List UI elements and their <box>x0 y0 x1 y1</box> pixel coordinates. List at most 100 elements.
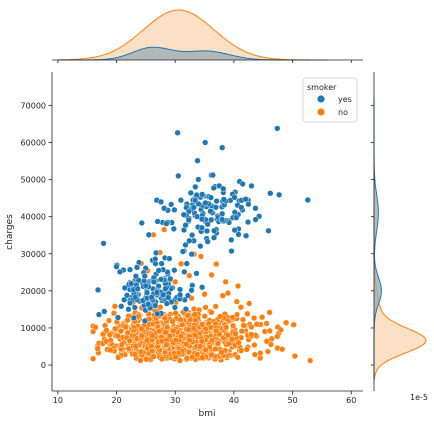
scatter-point-yes <box>199 191 206 198</box>
scatter-point-yes <box>158 260 165 267</box>
y-tick-label: 30000 <box>21 250 46 259</box>
scatter-point-yes <box>220 185 227 192</box>
scatter-point-no <box>258 314 266 321</box>
scatter-point-yes <box>170 225 177 233</box>
scatter-point-yes <box>118 303 125 310</box>
scatter-point-no <box>257 349 264 357</box>
scatter-point-yes <box>204 221 211 228</box>
scatter-point-yes <box>165 294 172 301</box>
scatter-point-no <box>224 289 232 297</box>
scatter-point-no <box>212 345 219 353</box>
x-tick-label: 10 <box>53 396 63 405</box>
scatter-point-yes <box>184 292 192 299</box>
scatter-point-no <box>150 353 157 360</box>
scatter-point-yes <box>125 306 132 313</box>
scatter-point-no <box>216 313 224 320</box>
scatter-point-yes <box>145 301 152 308</box>
scatter-point-no <box>222 278 229 286</box>
scatter-point-yes <box>231 209 238 216</box>
scatter-point-no <box>183 355 190 362</box>
scatter-point-yes <box>152 255 159 263</box>
scatter-point-no <box>89 355 97 362</box>
scatter-point-no <box>115 354 122 361</box>
legend-frame <box>302 77 358 123</box>
scatter-point-yes <box>160 291 167 298</box>
scatter-point-no <box>202 304 209 311</box>
scatter-point-yes <box>148 294 155 301</box>
scatter-point-no <box>183 341 190 348</box>
scatter-point-no <box>214 340 222 347</box>
marginal-x-kde <box>52 9 363 63</box>
scatter-point-yes <box>274 125 281 132</box>
marginal-y-area-yes <box>374 98 382 380</box>
scatter-point-no <box>233 298 240 305</box>
scatter-point-yes <box>231 226 238 234</box>
scatter-point-no <box>251 341 258 349</box>
scatter-point-no <box>219 292 226 299</box>
scatter-point-no <box>191 311 198 318</box>
scatter-point-yes <box>131 304 138 311</box>
scatter-point-no <box>266 327 273 335</box>
marginal-offset-text: 1e-5 <box>410 393 428 402</box>
scatter-point-no <box>194 351 201 358</box>
scatter-point-no <box>163 341 170 348</box>
scatter-point-yes <box>94 286 102 294</box>
scatter-point-no <box>291 352 299 360</box>
scatter-point-yes <box>193 191 200 199</box>
scatter-point-yes <box>171 304 179 311</box>
scatter-point-yes <box>113 263 120 270</box>
scatter-point-no <box>132 342 139 350</box>
scatter-point-no <box>208 337 216 344</box>
scatter-point-yes <box>202 199 209 207</box>
scatter-point-no <box>208 351 215 358</box>
scatter-point-yes <box>121 296 128 303</box>
scatter-point-yes <box>160 205 168 212</box>
marginal-x-area-no <box>57 10 328 60</box>
scatter-point-yes <box>101 308 108 315</box>
scatter-point-yes <box>181 268 188 276</box>
scatter-point-no <box>253 321 260 328</box>
scatter-point-no <box>213 260 220 268</box>
scatter-point-yes <box>265 227 272 234</box>
scatter-point-no <box>185 326 192 333</box>
scatter-point-no <box>198 321 206 328</box>
scatter-point-yes <box>126 299 134 307</box>
scatter-point-yes <box>210 184 217 192</box>
scatter-point-no <box>237 347 245 354</box>
scatter-point-no <box>164 323 171 331</box>
scatter-point-no <box>118 341 125 348</box>
scatter-point-no <box>228 336 235 343</box>
scatter-point-yes <box>143 289 151 296</box>
scatter-point-yes <box>304 196 311 204</box>
scatter-point-no <box>263 338 270 345</box>
scatter-point-no <box>224 332 232 339</box>
legend-label-no: no <box>338 108 348 117</box>
scatter-point-no <box>186 337 193 344</box>
y-axis-label: charges <box>5 214 15 250</box>
scatter-point-yes <box>252 216 259 223</box>
y-tick-label: 0 <box>41 361 46 370</box>
scatter-point-yes <box>123 292 131 299</box>
scatter-point-yes <box>242 196 249 203</box>
scatter-point-yes <box>176 286 184 293</box>
scatter-point-no <box>232 330 239 337</box>
scatter-point-yes <box>145 231 152 238</box>
scatter-point-no <box>234 282 242 290</box>
scatter-point-no <box>131 351 139 358</box>
scatter-point-yes <box>252 205 259 212</box>
scatter-point-no <box>148 347 156 355</box>
scatter-point-yes <box>233 214 240 221</box>
scatter-point-yes <box>198 224 206 231</box>
scatter-point-yes <box>182 305 190 313</box>
axes: 10 20 30 40 50 60 0 10000 20000 30000 40000 50000 60… <box>21 72 363 405</box>
scatter-point-no <box>202 346 209 353</box>
scatter-point-no <box>307 357 314 364</box>
scatter-point-no <box>190 305 198 313</box>
scatter-point-yes <box>182 222 189 229</box>
legend-marker-no <box>317 108 325 116</box>
scatter-point-no <box>233 311 241 318</box>
scatter-point-no <box>102 338 110 345</box>
scatter-point-yes <box>179 248 187 255</box>
scatter-point-no <box>176 357 184 364</box>
scatter-point-no <box>112 325 119 332</box>
